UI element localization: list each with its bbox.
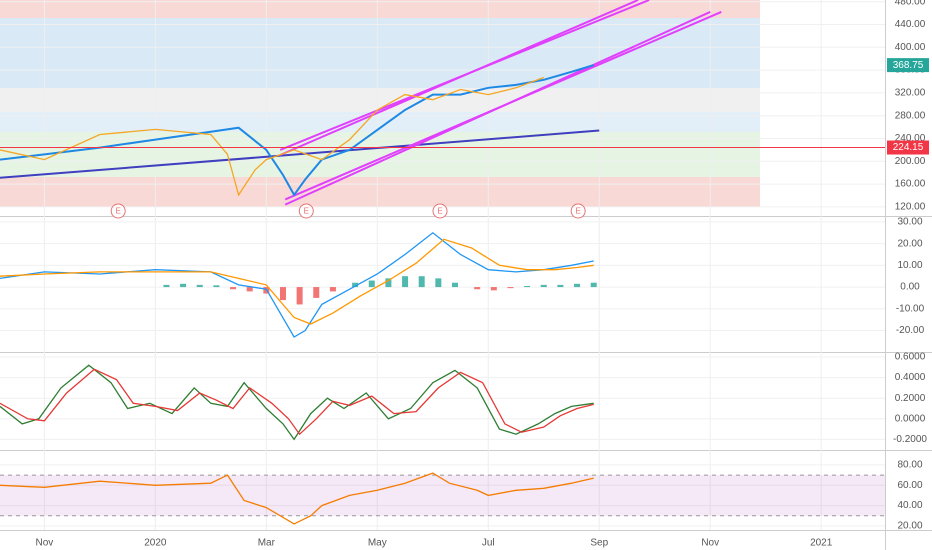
event-marker: [110, 203, 126, 219]
event-label: E: [304, 207, 309, 216]
histogram-bar: [279, 287, 286, 301]
price-tag: [887, 58, 929, 73]
histogram-bar: [352, 282, 359, 288]
x-tick-label: Jul: [482, 538, 495, 549]
histogram-bar: [196, 284, 203, 288]
event-label: E: [116, 207, 121, 216]
series-line: [0, 364, 594, 441]
y-tick-label: 40.00: [897, 500, 922, 511]
y-tick-label: 440.00: [895, 19, 926, 30]
series-line: [0, 368, 594, 436]
histogram-bar: [230, 287, 237, 290]
y-tick-label: 30.00: [897, 217, 922, 228]
zone: [0, 0, 760, 18]
series-line: [0, 238, 594, 325]
series-line: [0, 231, 594, 338]
histogram-bar: [313, 287, 320, 298]
y-tick-label: 0.00: [900, 282, 920, 293]
histogram-bar: [451, 282, 458, 288]
x-tick-label: 2021: [810, 538, 833, 549]
y-tick-label: 240.00: [895, 133, 926, 144]
y-tick-label: -10.00: [896, 303, 925, 314]
zone: [0, 18, 760, 88]
event-marker: [298, 203, 314, 219]
histogram-bar: [474, 287, 481, 290]
x-tick-label: Nov: [701, 538, 719, 549]
price-tag-label: 368.75: [893, 60, 924, 71]
histogram-bar: [329, 287, 336, 292]
y-tick-label: -20.00: [896, 325, 925, 336]
zone: [0, 112, 760, 132]
y-tick-label: 20.00: [897, 521, 922, 532]
series-line: [0, 472, 594, 525]
y-tick-label: 0.0000: [895, 413, 926, 424]
trendline: [279, 0, 639, 156]
event-label: E: [575, 207, 580, 216]
histogram-bar: [490, 287, 497, 291]
price-zones: [0, 0, 760, 207]
histogram-bar: [246, 287, 253, 292]
y-tick-label: -0.2000: [893, 434, 927, 445]
band: [0, 475, 885, 516]
y-tick-label: 20.00: [897, 238, 922, 249]
trendline: [284, 11, 711, 206]
x-tick-label: Mar: [258, 538, 276, 549]
histogram-bar: [507, 287, 514, 289]
y-tick-label: 0.2000: [895, 393, 926, 404]
event-marker: [570, 203, 586, 219]
histogram-bar: [163, 284, 170, 288]
y-tick-label: 80.00: [897, 460, 922, 471]
y-tick-label: 120.00: [895, 202, 926, 213]
y-tick-label: 0.4000: [895, 372, 926, 383]
price-tag-label: 224.15: [893, 142, 924, 153]
y-tick-label: 200.00: [895, 156, 926, 167]
histogram-bar: [590, 282, 597, 288]
y-tick-label: 160.00: [895, 179, 926, 190]
histogram-bar: [418, 276, 425, 288]
event-marker: [432, 203, 448, 219]
histogram-bar: [368, 280, 375, 288]
zone: [0, 177, 760, 207]
y-tick-label: 400.00: [895, 42, 926, 53]
series-line: [0, 76, 545, 197]
trendline: [0, 129, 600, 179]
zone: [0, 132, 760, 177]
y-tick-label: 320.00: [895, 88, 926, 99]
histogram-bar: [574, 283, 581, 288]
histogram-bar: [540, 284, 547, 288]
x-tick-label: Nov: [35, 538, 53, 549]
histogram-bar: [557, 284, 564, 288]
x-tick-label: Sep: [590, 538, 608, 549]
x-tick-label: May: [368, 538, 387, 549]
y-tick-label: 10.00: [897, 260, 922, 271]
price-tag: [887, 140, 929, 155]
histogram-bar: [296, 287, 303, 305]
histogram-bar: [385, 278, 392, 288]
histogram-bar: [213, 285, 220, 288]
histogram-bar: [402, 276, 409, 288]
y-tick-label: 480.00: [895, 0, 926, 7]
histogram-bar: [180, 283, 187, 288]
y-tick-label: 0.6000: [895, 352, 926, 363]
y-tick-label: 280.00: [895, 110, 926, 121]
y-tick-label: 60.00: [897, 480, 922, 491]
x-tick-label: 2020: [144, 538, 167, 549]
histogram-bar: [524, 285, 531, 288]
histogram-bar: [435, 278, 442, 288]
event-label: E: [437, 207, 442, 216]
